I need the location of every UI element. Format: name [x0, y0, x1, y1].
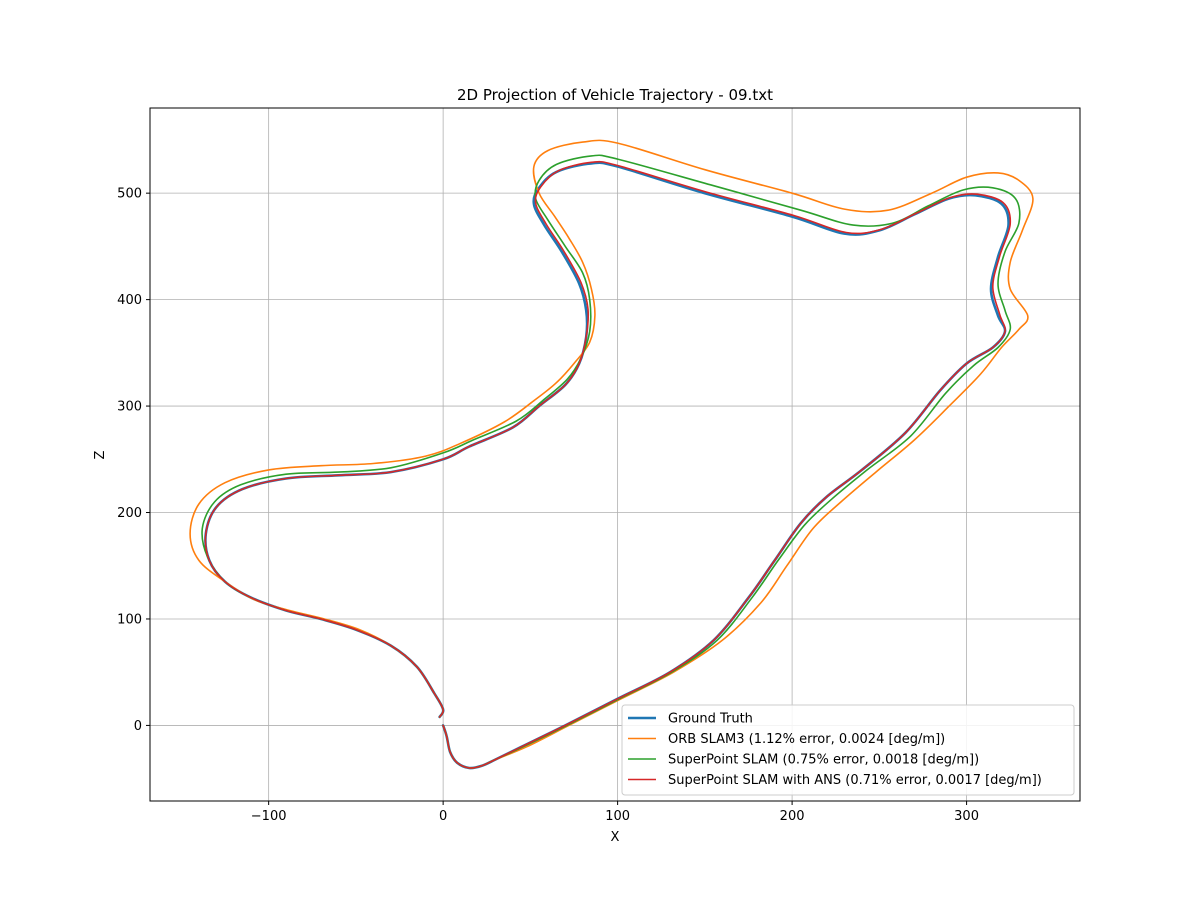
x-tick-label: 0 — [439, 809, 447, 824]
y-axis-label: Z — [93, 450, 108, 459]
x-tick-label: −100 — [251, 809, 287, 824]
plot-frame — [149, 107, 1081, 802]
legend: Ground Truth ORB SLAM3 (1.12% error, 0.00… — [621, 704, 1075, 796]
y-tick-label: 500 — [117, 187, 142, 202]
legend-box — [621, 704, 1075, 796]
legend-label: Ground Truth — [668, 712, 753, 727]
legend-label: ORB SLAM3 (1.12% error, 0.0024 [deg/m]) — [668, 732, 945, 747]
legend-entry-orb-slam3: ORB SLAM3 (1.12% error, 0.0024 [deg/m]) — [628, 732, 945, 747]
y-tick-label: 400 — [117, 293, 142, 308]
series-lines — [189, 139, 1034, 770]
superpoint-slam-ans-line — [204, 160, 1012, 769]
x-tick-label: 300 — [954, 809, 979, 824]
axis-ticks: −100 0 100 200 300 0 100 200 300 400 500 — [117, 187, 979, 824]
legend-label: SuperPoint SLAM (0.75% error, 0.0018 [de… — [668, 753, 979, 768]
grid — [150, 108, 1080, 801]
y-tick-label: 300 — [117, 400, 142, 415]
y-tick-label: 0 — [134, 719, 142, 734]
y-tick-label: 200 — [117, 506, 142, 521]
x-tick-label: 100 — [605, 809, 630, 824]
x-axis-label: X — [611, 830, 620, 845]
chart-title: 2D Projection of Vehicle Trajectory - 09… — [457, 86, 773, 104]
orb-slam3-line — [189, 139, 1034, 769]
legend-entry-ground-truth: Ground Truth — [628, 712, 753, 727]
legend-label: SuperPoint SLAM with ANS (0.71% error, 0… — [668, 773, 1042, 788]
superpoint-slam-line — [201, 154, 1021, 769]
legend-entry-superpoint-slam: SuperPoint SLAM (0.75% error, 0.0018 [de… — [628, 753, 979, 768]
x-tick-label: 200 — [780, 809, 805, 824]
legend-entry-superpoint-slam-ans: SuperPoint SLAM with ANS (0.71% error, 0… — [628, 773, 1042, 788]
y-tick-label: 100 — [117, 612, 142, 627]
